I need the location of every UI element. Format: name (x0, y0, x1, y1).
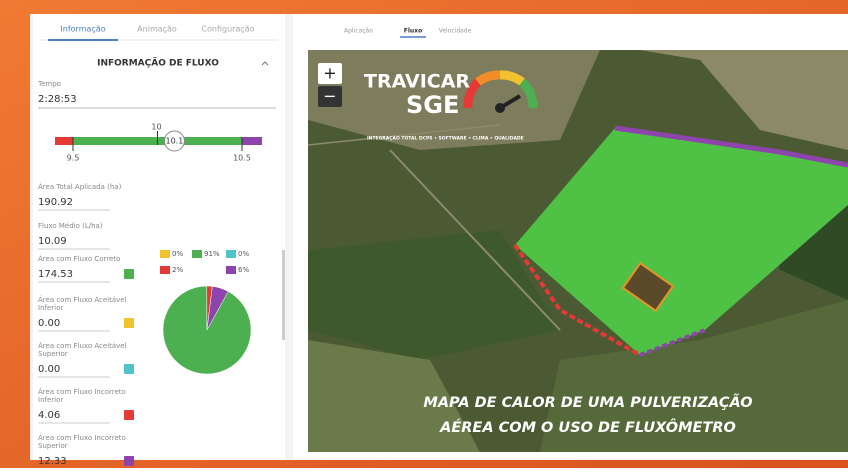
slider-label: 10 (151, 123, 161, 132)
tab[interactable]: Animação (137, 25, 177, 34)
caption: AÉREA COM O USO DE FLUXÔMETRO (439, 418, 736, 436)
slider-track (55, 137, 262, 145)
map-tab[interactable]: Velocidade (439, 28, 472, 35)
pie-legend-label: 2% (172, 266, 183, 274)
field-label: Área com Fluxo Incorreto (38, 433, 126, 442)
field-value: 0.00 (38, 364, 60, 375)
field-value: 10.09 (38, 236, 67, 247)
slider-low-zone (55, 137, 73, 145)
zoom-out-label[interactable]: − (323, 87, 336, 106)
field-value: 2:28:53 (38, 94, 77, 105)
pie-legend-swatch (160, 266, 170, 274)
pie-legend-label: 91% (204, 250, 220, 258)
map-tab[interactable]: Fluxo (404, 28, 422, 35)
slider-value: 10.1 (165, 137, 183, 146)
map-tab[interactable]: Aplicação (344, 28, 373, 35)
field-value: 4.06 (38, 410, 60, 421)
field-value: 0.00 (38, 318, 60, 329)
pie-legend-label: 6% (238, 266, 249, 274)
zoom-in-label[interactable]: + (323, 64, 336, 83)
caption: MAPA DE CALOR DE UMA PULVERIZAÇÃO (423, 394, 752, 411)
scrollbar (282, 250, 285, 340)
legend-swatch (124, 456, 134, 466)
map (308, 50, 848, 452)
tab[interactable]: Informação (60, 25, 105, 34)
field-label: Área com Fluxo Aceitável (38, 341, 127, 350)
slider-label: 9.5 (67, 154, 80, 163)
pie-legend-swatch (226, 250, 236, 258)
field-label: Área Total Aplicada (ha) (38, 182, 122, 191)
legend-swatch (124, 269, 134, 279)
pie-legend-swatch (160, 250, 170, 258)
field-label: Superior (38, 442, 68, 450)
field-label: Tempo (37, 80, 61, 88)
field-label: Superior (38, 350, 68, 358)
legend-swatch (124, 364, 134, 374)
logo-brand: TRAVICAR (364, 71, 470, 93)
pie-legend-swatch (192, 250, 202, 258)
legend-swatch (124, 410, 134, 420)
legend-swatch (124, 318, 134, 328)
field-label: Inferior (38, 304, 63, 312)
field-label: Inferior (38, 396, 63, 404)
slider-label: 10.5 (233, 154, 251, 163)
field-value: 12.33 (38, 456, 67, 467)
field-label: Fluxo Médio (L/ha) (38, 222, 103, 230)
field-label: Área com Fluxo Aceitável (38, 295, 127, 304)
field-value: 174.53 (38, 269, 73, 280)
tab[interactable]: Configuração (201, 25, 254, 34)
panel-title: INFORMAÇÃO DE FLUXO (97, 58, 219, 69)
screen: Informação Animação Configuração INFORMA… (0, 0, 848, 468)
field-label: Área com Fluxo Correto (38, 254, 120, 263)
logo-product: SGE (406, 91, 459, 119)
pie-legend-label: 0% (238, 250, 249, 258)
slider-high-zone (242, 137, 262, 145)
pie-legend-swatch (226, 266, 236, 274)
pie-legend-label: 0% (172, 250, 183, 258)
field-value: 190.92 (38, 197, 73, 208)
field-label: Área com Fluxo Incorreto (38, 387, 126, 396)
logo-tagline: INTEGRAÇÃO TOTAL DCPS • SOFTWARE • CLIMA… (367, 135, 524, 142)
